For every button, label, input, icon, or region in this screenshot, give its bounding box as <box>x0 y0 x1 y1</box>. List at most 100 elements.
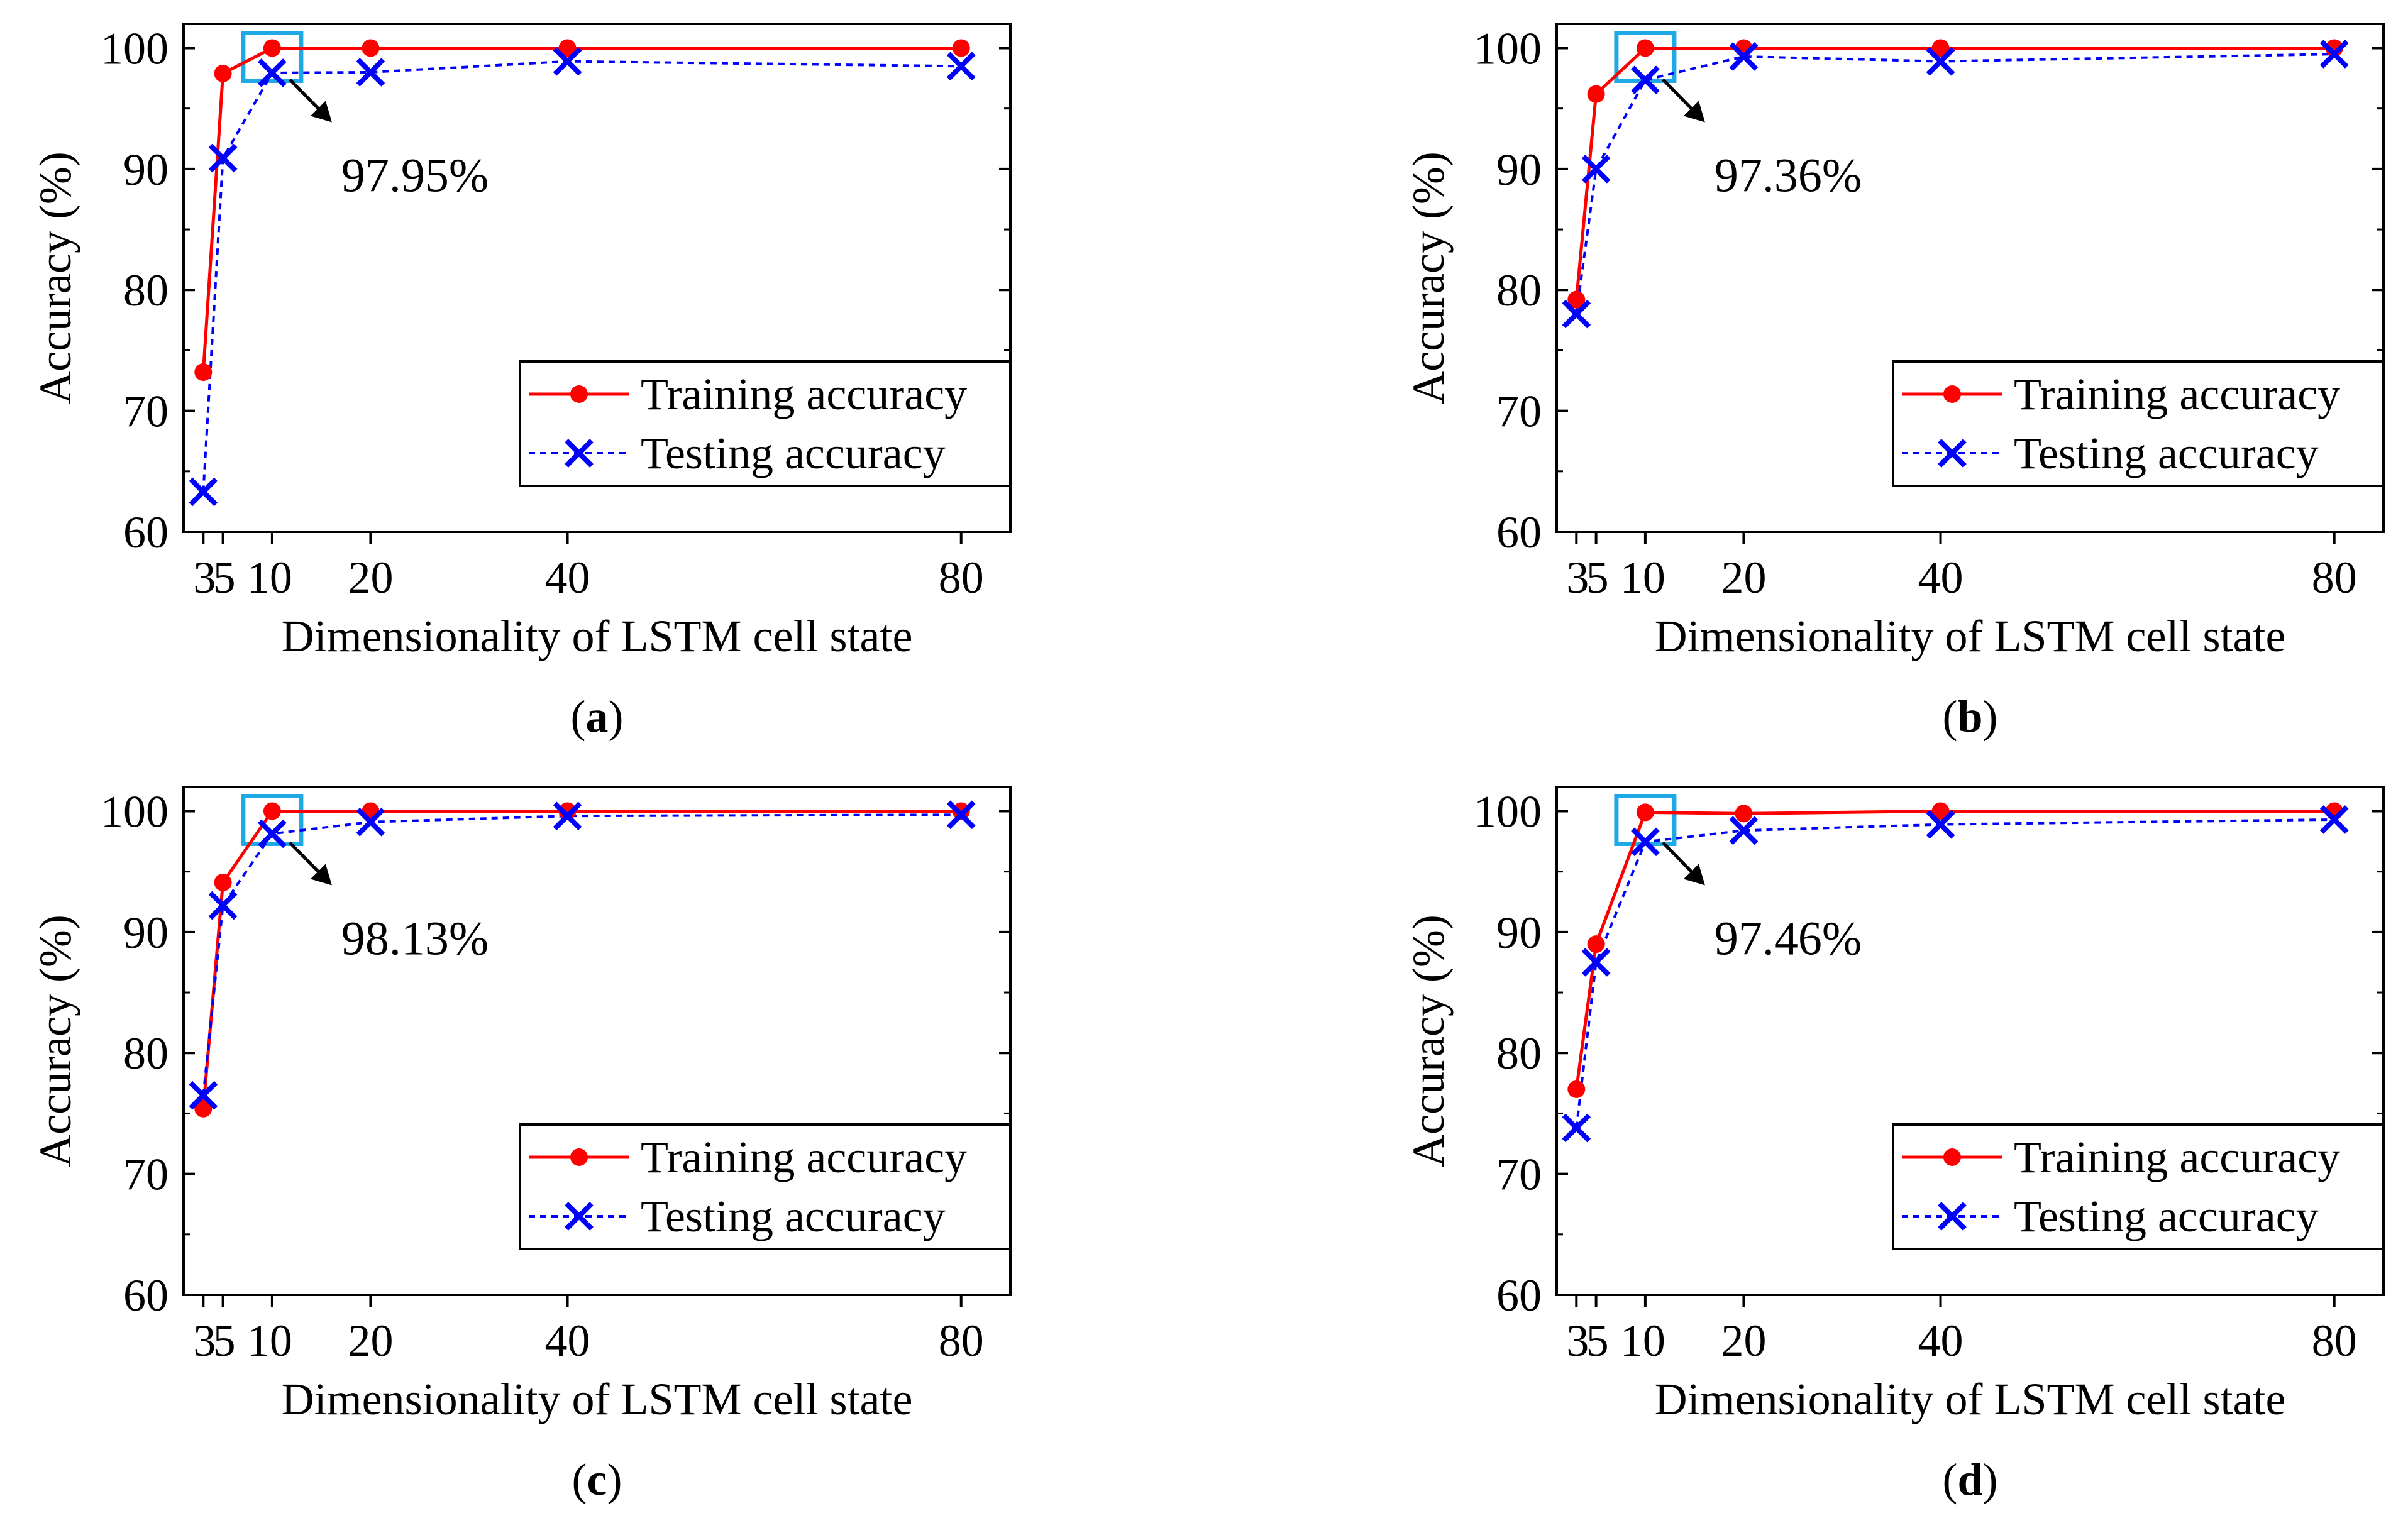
chart-panel-d: 60 70 80 90 100 35 10 20 40 80 Dimensionality of L… <box>1403 786 2385 1505</box>
panel-label: (b) <box>1942 691 1997 742</box>
x-tick-label: 40 <box>545 553 590 603</box>
testing-point <box>208 891 238 920</box>
x-tick-label: 3 <box>1566 1316 1589 1366</box>
plot-frame <box>182 786 1012 1296</box>
training-point <box>952 39 970 57</box>
y-tick-label: 90 <box>1496 908 1542 958</box>
testing-marker-stroke <box>1926 810 1955 839</box>
x-tick-label: 20 <box>1721 553 1766 603</box>
testing-marker-stroke <box>258 58 287 87</box>
x-tick-label: 80 <box>939 553 984 603</box>
x-axis-title: Dimensionality of LSTM cell state <box>1655 611 2286 661</box>
y-axis-title: Accuracy (%) <box>1403 915 1454 1167</box>
testing-line <box>1575 818 2334 1128</box>
y-tick-label: 60 <box>1496 507 1542 558</box>
training-point <box>1587 935 1605 954</box>
testing-point <box>1926 47 1955 76</box>
training-point <box>952 802 970 820</box>
testing-point <box>2319 40 2349 69</box>
x-tick-label: 3 <box>1566 553 1589 603</box>
y-tick-label: 90 <box>123 908 168 958</box>
x-tick-label: 40 <box>1918 553 1963 603</box>
testing-marker-stroke <box>1729 42 1759 71</box>
legend-box <box>1892 360 2385 487</box>
legend-box <box>519 1123 1012 1250</box>
y-tick-label: 100 <box>101 786 168 837</box>
testing-point <box>356 807 385 837</box>
testing-marker-stroke <box>189 477 218 507</box>
legend-testing-marker <box>565 1202 594 1231</box>
training-point <box>558 802 577 820</box>
plot-frame <box>182 23 1012 533</box>
testing-marker-stroke <box>553 47 582 76</box>
x-tick-label: 10 <box>247 1316 292 1366</box>
training-point <box>194 363 213 382</box>
legend-training-label: Training accuracy <box>641 1132 967 1182</box>
y-tick-label: 70 <box>1496 1150 1542 1200</box>
testing-point <box>1926 810 1955 839</box>
x-tick-label: 5 <box>1586 1316 1609 1366</box>
testing-point <box>1729 816 1759 845</box>
y-tick-label: 70 <box>123 387 168 437</box>
panel-letter: a <box>586 691 609 742</box>
highlight-box <box>241 793 304 846</box>
training-point <box>1587 85 1605 103</box>
y-tick-label: 80 <box>1496 265 1542 316</box>
panel-letter: d <box>1957 1454 1982 1505</box>
plot-frame <box>1555 786 2385 1296</box>
legend-testing-label: Testing accuracy <box>641 428 946 478</box>
panel-label: (c) <box>572 1454 622 1505</box>
x-tick-label: 10 <box>1620 1316 1665 1366</box>
testing-marker-stroke <box>946 800 976 830</box>
testing-marker-stroke <box>356 807 385 837</box>
testing-point <box>1631 65 1660 95</box>
annotation-arrow-head <box>1683 864 1705 886</box>
training-point <box>362 39 380 57</box>
x-tick-label: 80 <box>939 1316 984 1366</box>
testing-marker-stroke <box>1562 299 1591 329</box>
testing-point <box>553 47 582 76</box>
x-axis-title: Dimensionality of LSTM cell state <box>282 611 913 661</box>
legend-box <box>1892 1123 2385 1250</box>
testing-line <box>202 60 961 492</box>
testing-point <box>1581 948 1611 977</box>
training-point <box>1567 290 1586 309</box>
y-tick-label: 80 <box>123 265 168 316</box>
annotation-arrow-head <box>1683 101 1705 123</box>
training-line <box>1574 809 2334 1090</box>
testing-line <box>202 813 961 1096</box>
y-axis-title: Accuracy (%) <box>1403 151 1454 404</box>
training-point <box>263 39 281 57</box>
testing-marker-stroke <box>1926 47 1955 76</box>
annotation-label: 97.36% <box>1715 149 1862 202</box>
legend-training-marker <box>1943 385 1961 403</box>
training-line <box>201 809 961 1109</box>
training-line <box>201 46 961 373</box>
x-tick-label: 5 <box>213 553 236 603</box>
testing-marker-stroke <box>208 143 238 173</box>
testing-marker-stroke <box>189 1080 218 1110</box>
testing-marker-stroke <box>208 891 238 920</box>
training-point <box>214 64 232 82</box>
y-tick-label: 80 <box>1496 1028 1542 1079</box>
training-point <box>194 1099 213 1118</box>
y-tick-label: 90 <box>1496 145 1542 195</box>
y-tick-label: 90 <box>123 145 168 195</box>
testing-marker-stroke <box>2319 40 2349 69</box>
testing-point <box>553 801 582 830</box>
x-tick-label: 20 <box>348 1316 393 1366</box>
x-tick-label: 20 <box>1721 1316 1766 1366</box>
annotation-arrow-head <box>310 864 332 886</box>
x-tick-label: 80 <box>2312 1316 2357 1366</box>
testing-point <box>946 800 976 830</box>
training-point <box>1931 39 1950 57</box>
legend-training-marker <box>570 1148 588 1166</box>
x-tick-label: 5 <box>1586 553 1609 603</box>
testing-marker-stroke <box>1581 155 1611 184</box>
annotation-arrow-head <box>310 101 332 123</box>
y-tick-label: 100 <box>101 23 168 74</box>
testing-point <box>189 477 218 507</box>
annotation-label: 98.13% <box>341 912 489 965</box>
legend-training-marker <box>1943 1148 1961 1166</box>
testing-marker-stroke <box>1631 827 1660 857</box>
